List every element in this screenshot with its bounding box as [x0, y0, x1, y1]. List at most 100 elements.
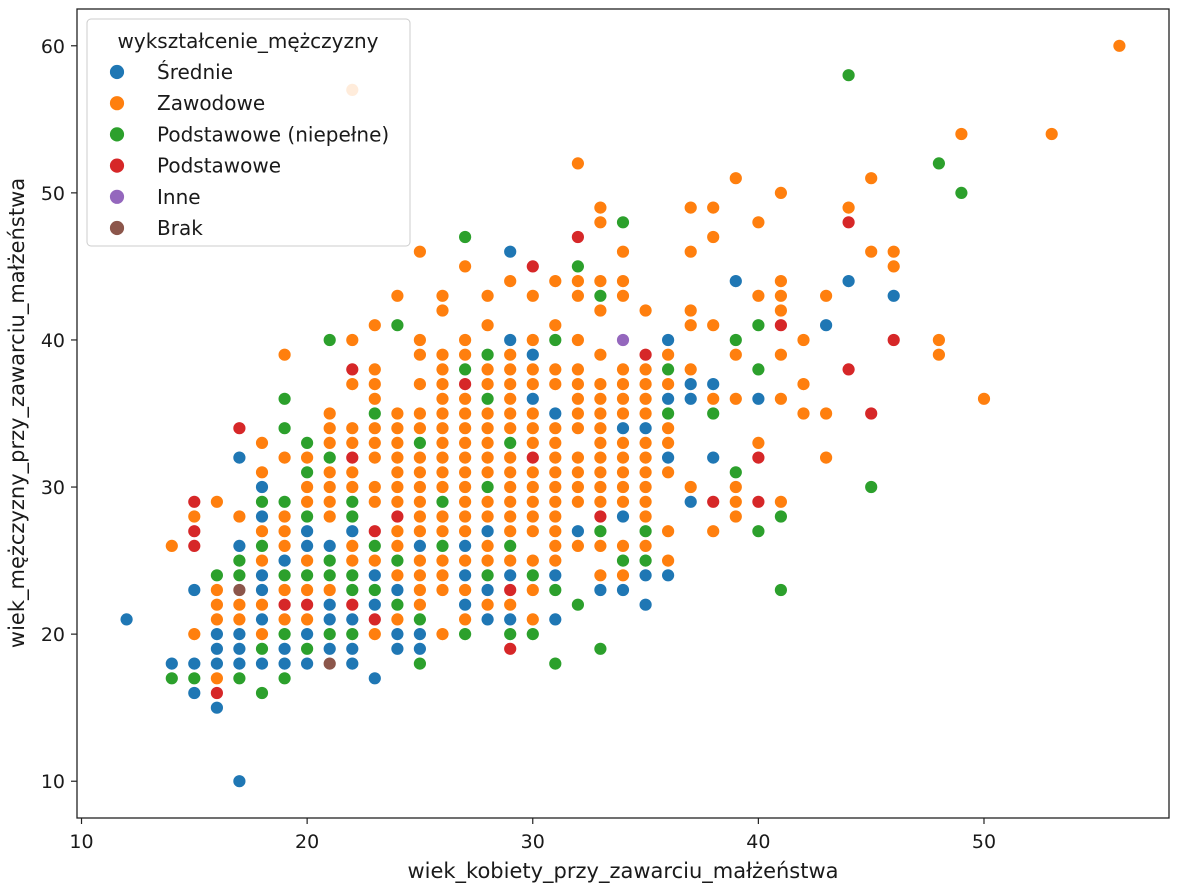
- point-series-1: [571, 391, 585, 406]
- point-series-1: [864, 244, 879, 259]
- point-series-3: [345, 597, 360, 612]
- legend-label: Średnie: [157, 60, 233, 84]
- point-series-1: [367, 627, 382, 641]
- point-series-0: [345, 612, 360, 627]
- point-series-1: [683, 200, 698, 215]
- point-series-0: [209, 656, 224, 671]
- point-series-2: [751, 318, 766, 333]
- point-series-1: [571, 156, 585, 171]
- point-series-0: [322, 597, 337, 612]
- point-series-0: [232, 539, 247, 553]
- point-series-1: [638, 539, 653, 553]
- point-series-0: [503, 612, 518, 627]
- point-series-1: [458, 421, 473, 436]
- point-series-2: [277, 494, 292, 509]
- point-series-0: [819, 318, 833, 333]
- point-series-1: [638, 465, 653, 480]
- point-series-3: [300, 597, 315, 612]
- point-series-1: [412, 421, 427, 436]
- point-series-1: [412, 406, 427, 421]
- point-series-1: [345, 553, 360, 568]
- point-series-1: [525, 553, 540, 568]
- point-series-0: [661, 391, 675, 406]
- point-series-1: [412, 583, 427, 597]
- point-series-1: [435, 553, 450, 568]
- point-series-1: [367, 318, 382, 333]
- x-tick-label: 50: [972, 831, 996, 853]
- point-series-0: [255, 568, 269, 583]
- point-series-1: [300, 480, 315, 494]
- point-series-1: [525, 524, 540, 539]
- point-series-1: [480, 435, 495, 450]
- point-series-1: [209, 612, 224, 627]
- point-series-1: [435, 406, 450, 421]
- point-series-0: [458, 568, 473, 583]
- point-series-1: [503, 465, 518, 480]
- point-series-2: [841, 68, 856, 83]
- point-series-2: [728, 333, 743, 347]
- point-series-1: [435, 391, 450, 406]
- point-series-2: [774, 509, 788, 524]
- point-series-1: [412, 333, 427, 347]
- point-series-1: [390, 465, 405, 480]
- point-series-1: [571, 450, 585, 465]
- point-series-1: [819, 406, 833, 421]
- legend-marker: [109, 220, 125, 236]
- point-series-0: [480, 524, 495, 539]
- point-series-2: [706, 406, 721, 421]
- point-series-1: [616, 362, 630, 377]
- point-series-1: [209, 597, 224, 612]
- point-series-3: [571, 230, 585, 244]
- point-series-1: [638, 494, 653, 509]
- point-series-1: [503, 274, 518, 289]
- point-series-1: [774, 274, 788, 289]
- point-series-1: [345, 333, 360, 347]
- point-series-0: [390, 627, 405, 641]
- point-series-0: [232, 774, 247, 789]
- point-series-1: [367, 480, 382, 494]
- point-series-1: [458, 347, 473, 362]
- point-series-3: [458, 377, 473, 392]
- point-series-1: [1044, 127, 1059, 141]
- point-series-1: [480, 362, 495, 377]
- point-series-1: [525, 333, 540, 347]
- x-axis-label: wiek_kobiety_przy_zawarciu_małżeństwa: [407, 859, 838, 884]
- point-series-1: [277, 509, 292, 524]
- point-series-1: [841, 200, 856, 215]
- legend-marker: [109, 126, 125, 143]
- legend-label: Inne: [157, 185, 201, 209]
- point-series-0: [458, 597, 473, 612]
- point-series-2: [480, 480, 495, 494]
- y-tick-label: 60: [41, 36, 65, 58]
- point-series-2: [300, 465, 315, 480]
- point-series-1: [954, 127, 969, 141]
- point-series-1: [345, 465, 360, 480]
- point-series-1: [435, 627, 450, 641]
- point-series-1: [661, 435, 675, 450]
- point-series-1: [616, 568, 630, 583]
- point-series-1: [458, 524, 473, 539]
- point-series-3: [751, 494, 766, 509]
- point-series-0: [751, 391, 766, 406]
- point-series-1: [661, 524, 675, 539]
- point-series-1: [255, 553, 269, 568]
- point-series-2: [616, 215, 630, 230]
- point-series-1: [932, 347, 946, 362]
- point-series-2: [593, 524, 608, 539]
- point-series-1: [548, 450, 563, 465]
- point-series-0: [548, 612, 563, 627]
- point-series-2: [277, 627, 292, 641]
- point-series-1: [322, 509, 337, 524]
- point-series-3: [187, 524, 202, 539]
- point-series-2: [548, 583, 563, 597]
- point-series-0: [367, 597, 382, 612]
- point-series-1: [277, 450, 292, 465]
- point-series-1: [367, 450, 382, 465]
- point-series-0: [164, 656, 179, 671]
- point-series-2: [503, 435, 518, 450]
- point-series-0: [277, 553, 292, 568]
- point-series-1: [503, 597, 518, 612]
- point-series-1: [774, 185, 788, 200]
- point-series-0: [209, 700, 224, 715]
- point-series-1: [209, 494, 224, 509]
